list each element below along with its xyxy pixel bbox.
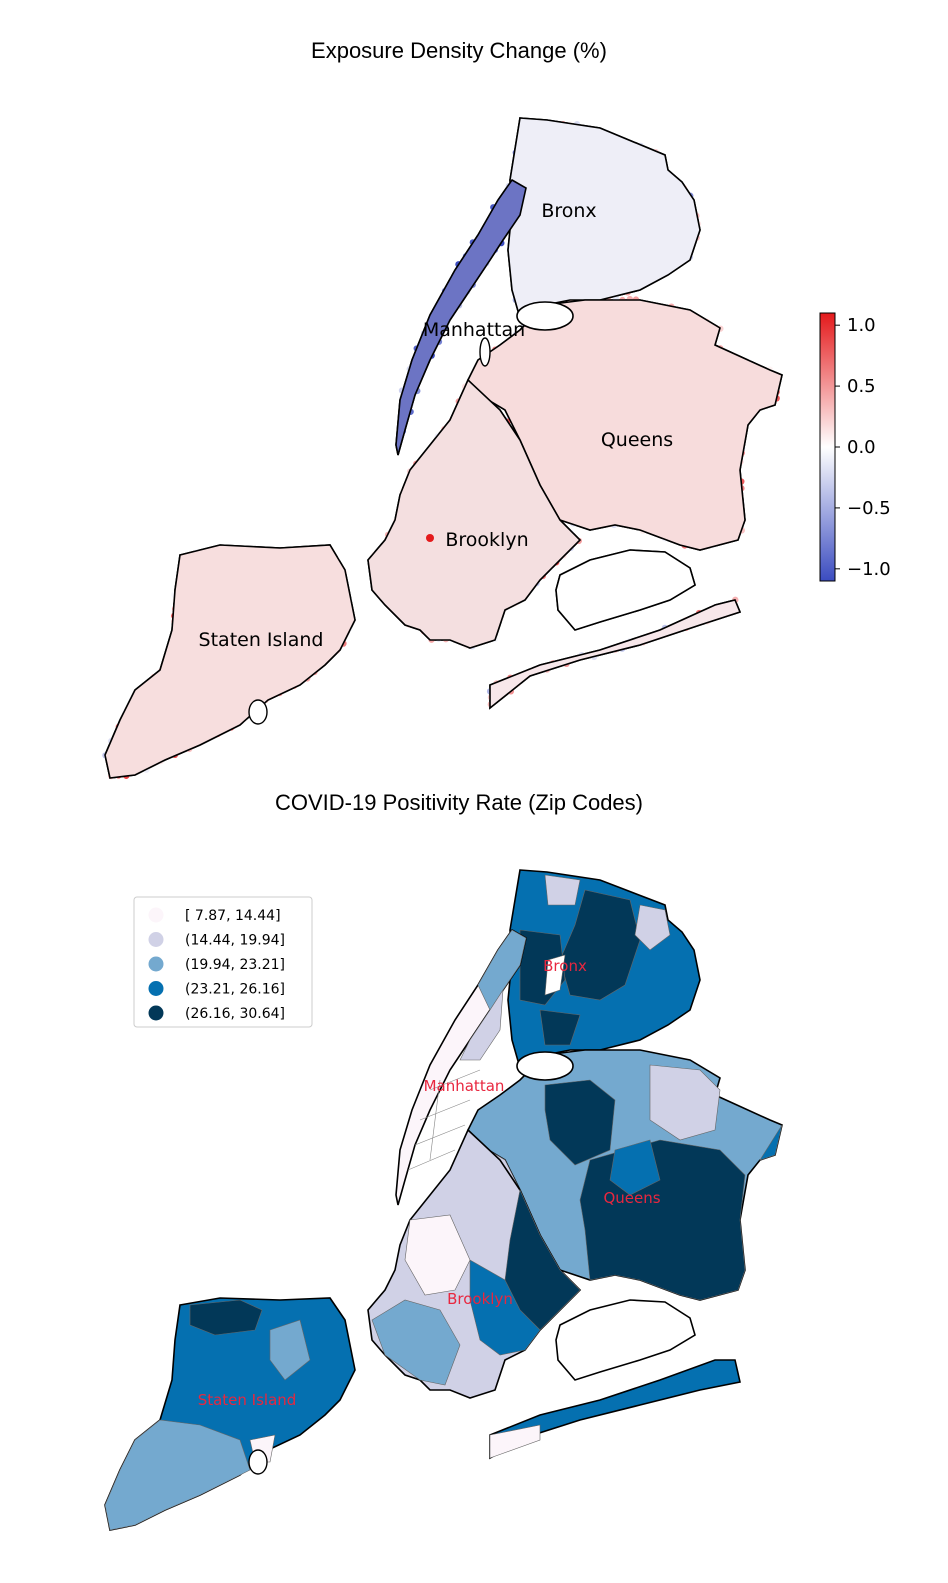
bronx-high-zone: [559, 889, 641, 1001]
colorbar-tick-label: −1.0: [847, 559, 891, 580]
queens-north-high-zone: [544, 1079, 616, 1166]
legend: [ 7.87, 14.44] (14.44, 19.94] (19.94, 23.2…: [133, 896, 313, 1028]
manhattan-label-bottom: Manhattan: [424, 1077, 505, 1095]
brooklyn-label-bottom: Brooklyn: [447, 1290, 513, 1308]
legend-swatch: [148, 907, 164, 923]
queens-east-zone: [759, 1124, 783, 1161]
brooklyn-south-zone: [371, 1299, 461, 1386]
legend-label: (14.44, 19.94]: [185, 933, 285, 949]
manhattan-zip-lines: [407, 1069, 481, 1171]
manhattan-north-zone: [477, 929, 527, 1011]
bronx-gap: [544, 954, 566, 996]
staten-island-south-zone: [104, 1419, 251, 1531]
queens-label-bottom: Queens: [603, 1189, 660, 1207]
legend-label: [ 7.87, 14.44]: [185, 908, 281, 924]
staten-island-north-zone: [189, 1299, 263, 1336]
bronx-low-zone: [634, 904, 671, 951]
legend-swatch: [148, 981, 164, 996]
manhattan-uptown-zone: [459, 989, 504, 1061]
staten-island-label: Staten Island: [199, 629, 324, 651]
queens-label: Queens: [601, 429, 673, 451]
colorbar-tick-label: 0.0: [847, 437, 876, 458]
positivity-map-title: COVID-19 Positivity Rate (Zip Codes): [275, 790, 643, 815]
rockaway-west-zone: [489, 1424, 541, 1459]
colorbar-tick-label: 0.5: [847, 376, 876, 397]
colorbar: 1.0 0.5 0.0 −0.5 −1.0: [819, 312, 891, 582]
legend-label: (26.16, 30.64]: [185, 1006, 285, 1022]
brooklyn-west-low-zone: [404, 1214, 471, 1296]
positivity-rate-map: Bronx Manhattan Queens Brooklyn Staten I…: [104, 869, 783, 1531]
legend-box: [133, 896, 313, 1028]
staten-island-label-bottom: Staten Island: [198, 1391, 297, 1409]
staten-small-island: [248, 1449, 268, 1475]
queens-low-zone: [649, 1064, 721, 1141]
bronx-label-bottom: Bronx: [543, 957, 587, 975]
exposure-density-map: Bronx Manhattan Queens Brooklyn Staten I…: [102, 117, 783, 780]
legend-swatch: [148, 1005, 164, 1021]
legend-label: (19.94, 23.21]: [185, 957, 285, 973]
colorbar-tick-label: −0.5: [847, 498, 891, 519]
colorbar-tick-label: 1.0: [847, 315, 876, 336]
staten-island-east-zone: [269, 1319, 311, 1381]
legend-swatch: [148, 932, 164, 947]
rikers-island: [516, 1051, 574, 1081]
brooklyn-mid-zone: [469, 1259, 541, 1356]
colorbar-gradient: [819, 312, 836, 582]
brooklyn-east-high-zone: [504, 1189, 581, 1331]
bronx-north-zone: [544, 874, 581, 906]
bronx-label: Bronx: [541, 200, 596, 222]
manhattan-label: Manhattan: [423, 319, 525, 341]
legend-label: (23.21, 26.16]: [185, 982, 285, 998]
queens-high-zone: [579, 1139, 746, 1301]
queens-mid-zone: [609, 1139, 661, 1196]
bronx-south-zone: [539, 1009, 581, 1046]
jamaica-bay-bottom: [555, 1299, 696, 1381]
brooklyn-label: Brooklyn: [445, 529, 528, 551]
legend-swatch: [148, 956, 164, 972]
exposure-map-title: Exposure Density Change (%): [311, 38, 607, 63]
